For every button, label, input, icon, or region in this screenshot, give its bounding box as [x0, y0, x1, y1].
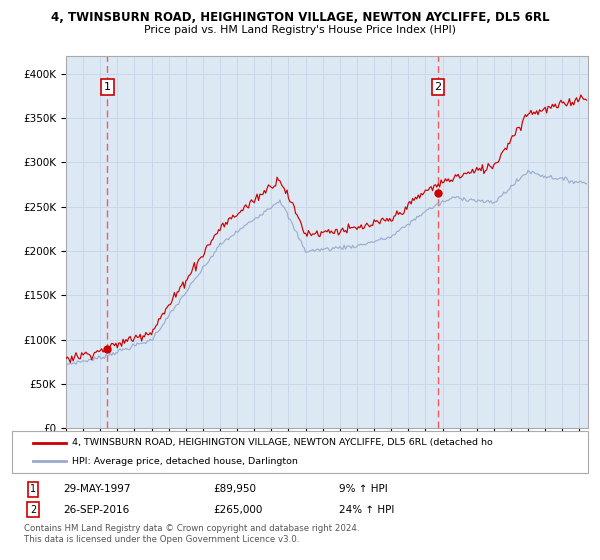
Text: 2: 2 — [30, 505, 36, 515]
Text: 26-SEP-2016: 26-SEP-2016 — [63, 505, 129, 515]
Text: Price paid vs. HM Land Registry's House Price Index (HPI): Price paid vs. HM Land Registry's House … — [144, 25, 456, 35]
Text: 2: 2 — [434, 82, 442, 92]
Text: 24% ↑ HPI: 24% ↑ HPI — [339, 505, 394, 515]
Text: 29-MAY-1997: 29-MAY-1997 — [63, 484, 131, 494]
Text: £265,000: £265,000 — [213, 505, 262, 515]
Text: 4, TWINSBURN ROAD, HEIGHINGTON VILLAGE, NEWTON AYCLIFFE, DL5 6RL: 4, TWINSBURN ROAD, HEIGHINGTON VILLAGE, … — [51, 11, 549, 24]
Text: HPI: Average price, detached house, Darlington: HPI: Average price, detached house, Darl… — [72, 457, 298, 466]
Text: 1: 1 — [30, 484, 36, 494]
Text: 1: 1 — [104, 82, 111, 92]
Text: 4, TWINSBURN ROAD, HEIGHINGTON VILLAGE, NEWTON AYCLIFFE, DL5 6RL (detached ho: 4, TWINSBURN ROAD, HEIGHINGTON VILLAGE, … — [72, 438, 493, 447]
Text: £89,950: £89,950 — [213, 484, 256, 494]
Text: This data is licensed under the Open Government Licence v3.0.: This data is licensed under the Open Gov… — [24, 534, 299, 544]
Text: 9% ↑ HPI: 9% ↑ HPI — [339, 484, 388, 494]
Text: Contains HM Land Registry data © Crown copyright and database right 2024.: Contains HM Land Registry data © Crown c… — [24, 524, 359, 533]
